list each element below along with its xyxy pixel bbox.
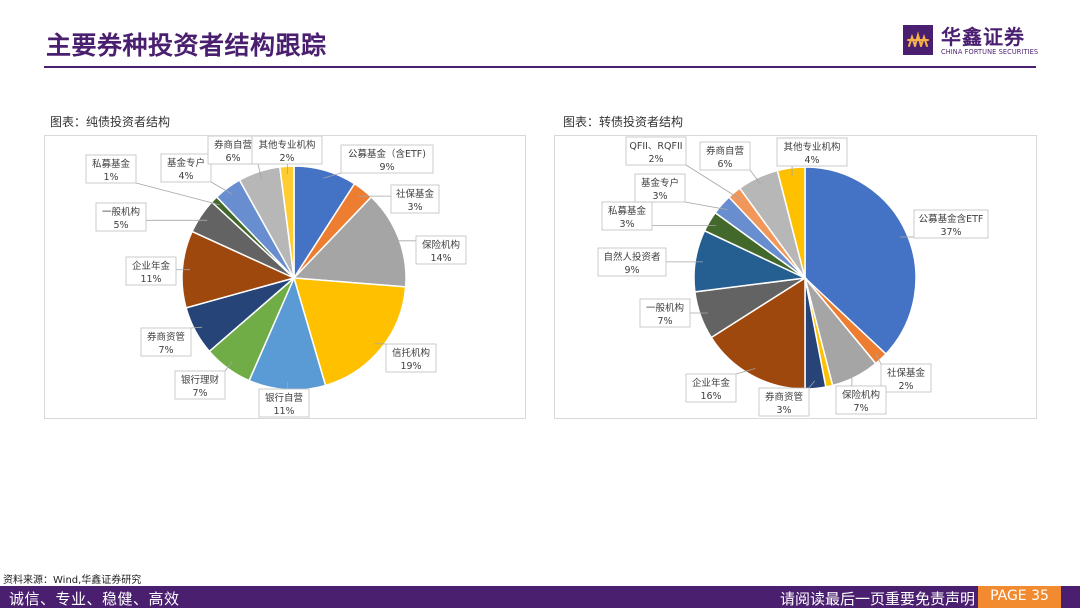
logo-mark-icon bbox=[903, 25, 933, 55]
chart-title-convertible-bond: 图表：转债投资者结构 bbox=[563, 113, 683, 130]
logo-name-en: CHINA FORTUNE SECURITIES bbox=[941, 48, 1038, 56]
data-label: 基金专户 4% bbox=[161, 154, 211, 182]
data-label-category: 私募基金 bbox=[608, 205, 647, 217]
source-note: 资料来源：Wind,华鑫证券研究 bbox=[3, 571, 141, 586]
data-label: 券商自营 6% bbox=[208, 136, 258, 164]
data-label-value: 2% bbox=[279, 153, 294, 164]
data-label: 公募基金含ETF 37% bbox=[914, 210, 988, 238]
pie-slices bbox=[182, 166, 406, 390]
data-label-value: 19% bbox=[400, 361, 421, 372]
footer-disclaimer: 请阅读最后一页重要免责声明 bbox=[780, 588, 975, 609]
data-label: 企业年金 16% bbox=[686, 374, 736, 402]
data-label: 私募基金 3% bbox=[602, 202, 652, 230]
data-label-category: 券商资管 bbox=[147, 331, 185, 343]
data-label-value: 11% bbox=[140, 274, 161, 285]
data-label-value: 7% bbox=[657, 316, 672, 327]
data-label-category: 自然人投资者 bbox=[603, 251, 660, 263]
data-label-category: 保险机构 bbox=[842, 389, 880, 401]
data-label-value: 7% bbox=[853, 403, 868, 414]
data-label-category: 券商资管 bbox=[765, 391, 803, 403]
leader-line bbox=[136, 183, 220, 205]
data-label-value: 2% bbox=[898, 381, 913, 392]
data-label-category: 银行自营 bbox=[265, 392, 303, 404]
data-label-value: 37% bbox=[940, 227, 961, 238]
data-label-value: 5% bbox=[113, 220, 128, 231]
data-label: 社保基金 2% bbox=[881, 364, 931, 392]
data-label-value: 11% bbox=[273, 406, 294, 417]
data-label-category: 企业年金 bbox=[692, 377, 731, 389]
page-number-badge: PAGE 35 bbox=[978, 586, 1061, 608]
data-label-category: 券商自营 bbox=[706, 145, 744, 157]
data-label-value: 7% bbox=[192, 388, 207, 399]
chart-title-pure-bond: 图表：纯债投资者结构 bbox=[50, 113, 170, 130]
pie-slices bbox=[694, 167, 916, 389]
data-label-value: 7% bbox=[158, 345, 173, 356]
data-label-category: 企业年金 bbox=[132, 260, 171, 272]
data-label: 自然人投资者 9% bbox=[598, 248, 666, 276]
data-label: 保险机构 7% bbox=[836, 386, 886, 414]
data-label: 其他专业机构 4% bbox=[777, 138, 847, 166]
data-label-value: 6% bbox=[225, 153, 240, 164]
data-label: 一般机构 5% bbox=[96, 203, 146, 231]
data-label-category: 私募基金 bbox=[92, 158, 131, 170]
data-label: 社保基金 3% bbox=[391, 185, 439, 213]
logo-name-cn: 华鑫证券 bbox=[941, 21, 1025, 50]
footer-bar: 诚信、专业、稳健、高效 请阅读最后一页重要免责声明 PAGE 35 bbox=[0, 586, 1080, 608]
data-label-category: 银行理财 bbox=[181, 374, 220, 386]
data-label-category: 基金专户 bbox=[167, 157, 205, 169]
data-label: 一般机构 7% bbox=[640, 299, 690, 327]
data-label-value: 2% bbox=[648, 154, 663, 165]
data-label-category: QFII、RQFII bbox=[629, 141, 682, 152]
data-label-value: 3% bbox=[776, 405, 791, 416]
data-label-value: 9% bbox=[624, 265, 639, 276]
data-label-value: 9% bbox=[379, 162, 394, 173]
data-label-category: 基金专户 bbox=[641, 177, 679, 189]
data-label: 信托机构 19% bbox=[386, 344, 436, 372]
data-label: 券商资管 7% bbox=[141, 328, 191, 356]
data-label: 银行理财 7% bbox=[175, 371, 225, 399]
data-label-category: 公募基金含ETF bbox=[919, 213, 984, 225]
data-label: 企业年金 11% bbox=[126, 257, 176, 285]
data-label-category: 公募基金（含ETF) bbox=[348, 148, 426, 160]
data-label-value: 14% bbox=[430, 253, 451, 264]
data-label: 私募基金 1% bbox=[86, 155, 136, 183]
data-label-value: 6% bbox=[717, 159, 732, 170]
data-label: QFII、RQFII 2% bbox=[626, 137, 686, 165]
data-label: 银行自营 11% bbox=[259, 389, 309, 417]
data-label-value: 3% bbox=[407, 202, 422, 213]
data-label-category: 一般机构 bbox=[102, 206, 140, 218]
data-label-value: 16% bbox=[700, 391, 721, 402]
data-label-category: 其他专业机构 bbox=[258, 139, 315, 151]
data-label-category: 社保基金 bbox=[887, 367, 926, 379]
data-label-category: 一般机构 bbox=[646, 302, 684, 314]
page-number: PAGE 35 bbox=[978, 588, 1061, 604]
title-divider bbox=[44, 66, 1036, 68]
data-label-category: 信托机构 bbox=[392, 347, 430, 359]
data-label: 券商自营 6% bbox=[700, 142, 750, 170]
pie-chart-convertible-bond: 公募基金含ETF 37% 社保基金 2% 保险机构 7% 券商资管 3% 企业年金 16% 一般机构… bbox=[555, 136, 1036, 418]
data-label: 券商资管 3% bbox=[759, 388, 809, 416]
data-label: 其他专业机构 2% bbox=[252, 136, 322, 164]
data-label-value: 4% bbox=[178, 171, 193, 182]
data-label-category: 其他专业机构 bbox=[783, 141, 840, 153]
data-label-value: 4% bbox=[804, 155, 819, 166]
data-label: 公募基金（含ETF) 9% bbox=[341, 145, 433, 173]
data-label-value: 3% bbox=[652, 191, 667, 202]
chart-panel-convertible-bond: 公募基金含ETF 37% 社保基金 2% 保险机构 7% 券商资管 3% 企业年金 16% 一般机构… bbox=[554, 135, 1037, 419]
data-label-category: 保险机构 bbox=[422, 239, 460, 251]
pie-chart-pure-bond: 公募基金（含ETF)9%社保基金3%保险机构14%信托机构19%银行自营11%银… bbox=[45, 136, 525, 418]
data-label: 基金专户 3% bbox=[635, 174, 685, 202]
footer-slogan: 诚信、专业、稳健、高效 bbox=[9, 588, 180, 609]
data-label-value: 1% bbox=[103, 172, 118, 183]
data-label: 保险机构 14% bbox=[416, 236, 466, 264]
data-label-value: 3% bbox=[619, 219, 634, 230]
data-label-category: 券商自营 bbox=[214, 139, 252, 151]
company-logo: 华鑫证券 CHINA FORTUNE SECURITIES bbox=[903, 22, 1038, 62]
page-title: 主要券种投资者结构跟踪 bbox=[46, 26, 327, 62]
data-label-category: 社保基金 bbox=[396, 188, 435, 200]
